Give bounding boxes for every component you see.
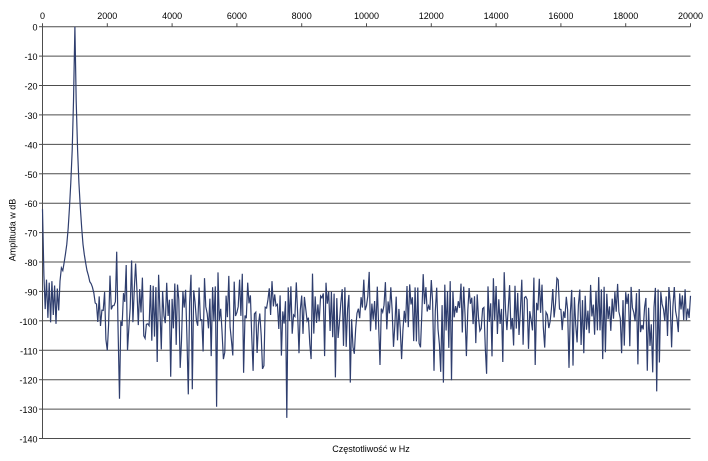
svg-text:Częstotliwość w Hz: Częstotliwość w Hz [332, 444, 410, 454]
svg-text:0: 0 [32, 23, 37, 33]
svg-text:-40: -40 [24, 140, 37, 150]
svg-text:14000: 14000 [484, 11, 509, 21]
svg-text:6000: 6000 [227, 11, 247, 21]
svg-text:4000: 4000 [162, 11, 182, 21]
svg-text:-90: -90 [24, 287, 37, 297]
svg-text:12000: 12000 [419, 11, 444, 21]
svg-text:2000: 2000 [97, 11, 117, 21]
svg-text:-10: -10 [24, 52, 37, 62]
svg-text:-120: -120 [19, 376, 37, 386]
svg-text:10000: 10000 [354, 11, 379, 21]
svg-text:-110: -110 [20, 346, 37, 356]
svg-text:Amplituda w dB: Amplituda w dB [8, 199, 18, 262]
svg-text:16000: 16000 [548, 11, 573, 21]
svg-text:8000: 8000 [292, 11, 312, 21]
svg-text:-70: -70 [24, 229, 37, 239]
svg-text:20000: 20000 [678, 11, 703, 21]
svg-text:-60: -60 [24, 199, 37, 209]
svg-text:0: 0 [40, 11, 45, 21]
svg-text:-80: -80 [24, 258, 37, 268]
svg-text:-50: -50 [24, 170, 37, 180]
svg-text:-130: -130 [19, 405, 37, 415]
svg-text:-20: -20 [24, 82, 37, 92]
svg-text:-100: -100 [19, 317, 37, 327]
svg-text:18000: 18000 [613, 11, 638, 21]
svg-text:-30: -30 [24, 111, 37, 121]
svg-text:-140: -140 [19, 435, 37, 445]
